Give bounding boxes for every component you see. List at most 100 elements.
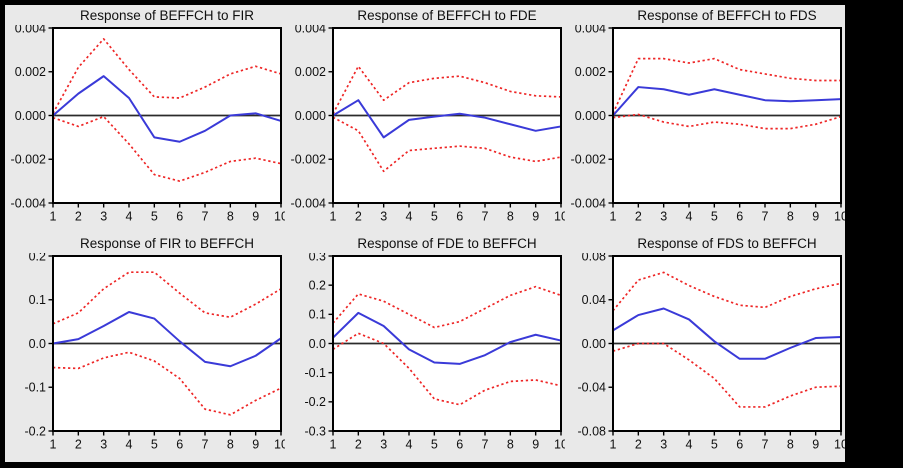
chart-title: Response of FDE to BEFFCH	[357, 236, 537, 251]
svg-text:0.2: 0.2	[29, 253, 46, 263]
svg-text:4: 4	[406, 438, 413, 452]
svg-text:0.002: 0.002	[575, 65, 606, 79]
svg-text:4: 4	[686, 210, 693, 224]
svg-text:2: 2	[355, 210, 362, 224]
svg-text:4: 4	[406, 210, 413, 224]
svg-text:-0.08: -0.08	[578, 424, 607, 438]
svg-text:5: 5	[431, 438, 438, 452]
irf-grid: Response of BEFFCH to FIR 0.004 0.002 0.00…	[5, 5, 845, 462]
svg-text:6: 6	[736, 210, 743, 224]
svg-text:10: 10	[554, 210, 565, 224]
svg-text:9: 9	[532, 438, 539, 452]
svg-text:7: 7	[202, 438, 209, 452]
svg-text:0.002: 0.002	[15, 65, 46, 79]
svg-text:0.004: 0.004	[15, 25, 46, 35]
svg-text:2: 2	[635, 210, 642, 224]
svg-text:3: 3	[380, 210, 387, 224]
chart-title: Response of FDS to BEFFCH	[637, 236, 817, 251]
svg-text:1: 1	[610, 210, 617, 224]
svg-text:0.002: 0.002	[295, 65, 326, 79]
svg-text:-0.1: -0.1	[24, 381, 46, 395]
svg-text:0.04: 0.04	[582, 293, 606, 307]
svg-text:9: 9	[252, 438, 259, 452]
svg-text:-0.002: -0.002	[11, 153, 46, 167]
chart-canvas-beffch-to-fds: 0.004 0.002 0.000 -0.002 -0.004 1 2 3 4 5 6 7 8 9 10	[571, 25, 845, 224]
svg-text:-0.2: -0.2	[24, 424, 46, 438]
chart-canvas-beffch-to-fde: 0.004 0.002 0.000 -0.002 -0.004 1 2 3 4 5 6 7 8 9 10	[291, 25, 565, 224]
svg-text:3: 3	[660, 210, 667, 224]
svg-text:0.004: 0.004	[575, 25, 606, 35]
svg-text:2: 2	[75, 438, 82, 452]
svg-text:10: 10	[274, 438, 285, 452]
svg-text:10: 10	[554, 438, 565, 452]
svg-text:0.000: 0.000	[15, 109, 46, 123]
svg-text:-0.1: -0.1	[304, 366, 326, 380]
svg-text:-0.2: -0.2	[304, 395, 326, 409]
chart-title: Response of BEFFCH to FDS	[637, 8, 817, 23]
svg-text:7: 7	[762, 210, 769, 224]
chart-canvas-fir-to-beffch: 0.2 0.1 0.0 -0.1 -0.2 1 2 3 4 5 6 7 8 9 10	[24, 253, 285, 452]
svg-text:9: 9	[812, 438, 819, 452]
svg-text:3: 3	[100, 210, 107, 224]
svg-text:-0.04: -0.04	[578, 381, 607, 395]
svg-text:7: 7	[482, 210, 489, 224]
svg-text:6: 6	[456, 438, 463, 452]
svg-text:2: 2	[75, 210, 82, 224]
svg-text:0.1: 0.1	[309, 308, 326, 322]
svg-text:1: 1	[610, 438, 617, 452]
svg-text:8: 8	[227, 210, 234, 224]
svg-text:6: 6	[456, 210, 463, 224]
svg-text:5: 5	[151, 210, 158, 224]
irf-panel-fds-to-beffch: Response of FDS to BEFFCH 0.08 0.04 0.00 -0…	[565, 233, 846, 461]
svg-text:10: 10	[834, 210, 845, 224]
svg-text:4: 4	[126, 438, 133, 452]
svg-text:7: 7	[202, 210, 209, 224]
chart-title: Response of BEFFCH to FIR	[79, 8, 255, 23]
svg-text:9: 9	[532, 210, 539, 224]
svg-text:9: 9	[812, 210, 819, 224]
chart-title: Response of FIR to BEFFCH	[79, 236, 255, 251]
svg-text:4: 4	[126, 210, 133, 224]
irf-panel-beffch-to-fde: Response of BEFFCH to FDE 0.004 0.002 0.00…	[285, 5, 565, 233]
svg-text:9: 9	[252, 210, 259, 224]
chart-canvas-fde-to-beffch: 0.3 0.2 0.1 0.0 -0.1 -0.2 -0.3 1 2 3 4 5 6 7 8 9 10	[304, 253, 565, 452]
svg-text:5: 5	[711, 210, 718, 224]
svg-text:0.000: 0.000	[575, 109, 606, 123]
svg-text:1: 1	[330, 210, 337, 224]
svg-text:8: 8	[787, 210, 794, 224]
svg-text:0.004: 0.004	[295, 25, 326, 35]
svg-text:8: 8	[507, 210, 514, 224]
svg-text:1: 1	[330, 438, 337, 452]
svg-text:7: 7	[482, 438, 489, 452]
svg-text:6: 6	[736, 438, 743, 452]
svg-text:2: 2	[635, 438, 642, 452]
svg-text:5: 5	[151, 438, 158, 452]
svg-text:0.00: 0.00	[582, 337, 606, 351]
svg-text:4: 4	[686, 438, 693, 452]
svg-text:0.0: 0.0	[29, 337, 46, 351]
svg-text:3: 3	[660, 438, 667, 452]
svg-text:3: 3	[380, 438, 387, 452]
svg-text:8: 8	[507, 438, 514, 452]
svg-text:0.0: 0.0	[309, 337, 326, 351]
svg-text:1: 1	[50, 438, 57, 452]
svg-text:8: 8	[227, 438, 234, 452]
svg-text:6: 6	[176, 210, 183, 224]
irf-panel-beffch-to-fds: Response of BEFFCH to FDS 0.004 0.002 0.00…	[565, 5, 845, 233]
svg-text:10: 10	[834, 438, 845, 452]
irf-panel-fir-to-beffch: Response of FIR to BEFFCH 0.2 0.1 0.0 -0.1 -…	[5, 233, 285, 461]
irf-panel-beffch-to-fir: Response of BEFFCH to FIR 0.004 0.002 0.00…	[5, 5, 285, 233]
chart-canvas-beffch-to-fir: 0.004 0.002 0.000 -0.002 -0.004 1 2 3 4 5 6 7 8 9 10	[11, 25, 285, 224]
svg-text:6: 6	[176, 438, 183, 452]
svg-text:2: 2	[355, 438, 362, 452]
svg-text:-0.004: -0.004	[11, 196, 46, 210]
svg-text:0.2: 0.2	[309, 278, 326, 292]
svg-text:0.08: 0.08	[582, 253, 606, 263]
svg-text:0.3: 0.3	[309, 253, 326, 263]
svg-text:7: 7	[762, 438, 769, 452]
chart-title: Response of BEFFCH to FDE	[357, 8, 537, 23]
chart-canvas-fds-to-beffch: 0.08 0.04 0.00 -0.04 -0.081 2 3 4 5 6 7 8 9 10	[578, 253, 846, 452]
svg-text:-0.004: -0.004	[291, 196, 326, 210]
svg-text:5: 5	[711, 438, 718, 452]
svg-text:8: 8	[787, 438, 794, 452]
